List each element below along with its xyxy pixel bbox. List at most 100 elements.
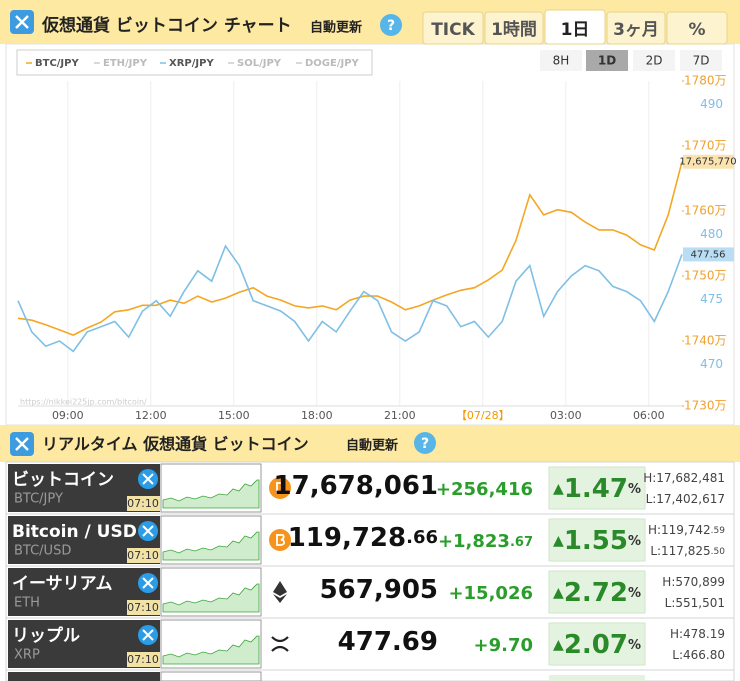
- x-tick-label: 【07/28】: [456, 409, 510, 422]
- range-label: 1D: [598, 54, 616, 68]
- percent-part: %: [628, 534, 641, 549]
- percent-box: [548, 570, 646, 614]
- x-tick-label: 03:00: [550, 409, 582, 422]
- update-time: 07:10: [127, 601, 159, 614]
- coin-name: Bitcoin / USD: [12, 522, 137, 542]
- range-button[interactable]: [540, 50, 582, 71]
- y-tick-label: 1730万: [684, 399, 727, 413]
- high: H:570,899: [662, 575, 725, 589]
- chart-panel: [5, 43, 735, 426]
- help-button[interactable]: [380, 14, 402, 36]
- time-box: [127, 600, 160, 615]
- percent-part: ▲: [553, 481, 564, 497]
- range-label: 8H: [553, 54, 570, 68]
- percent-part: ▲: [553, 533, 564, 549]
- percent-part: 2.07: [564, 630, 628, 660]
- y-tick-label: 1740万: [684, 334, 727, 348]
- y2-tick-label: 475: [700, 292, 723, 306]
- high-part: H:119,742: [648, 523, 711, 537]
- high-part: H:478.19: [670, 627, 725, 641]
- high-part: .59: [711, 526, 726, 536]
- legend-label[interactable]: SOL/JPY: [237, 58, 282, 69]
- legend-label[interactable]: ETH/JPY: [103, 58, 148, 69]
- ticker-row[interactable]: リップル XRP 07:10 477.69 +9.70 ▲2.07% H:478.19 L:4…: [5, 617, 735, 671]
- x-tick-label: 15:00: [218, 409, 250, 422]
- change-part: +15,026: [448, 583, 533, 604]
- ticker-row[interactable]: イーサリアム ETH 07:10 567,905 +15,026 ▲2.72% H:570,…: [5, 565, 735, 619]
- x-logo-mark: [15, 437, 29, 451]
- x-tick-label: 06:00: [633, 409, 665, 422]
- high: H:17,682,481: [643, 471, 725, 485]
- x-tick-label: 09:00: [52, 409, 84, 422]
- low-part: L:17,402,617: [646, 492, 725, 506]
- coin-symbol: XRP: [14, 648, 40, 663]
- high: H:119,742.59: [648, 523, 725, 537]
- change: +9.70: [474, 635, 534, 656]
- change: +15,026: [448, 583, 533, 604]
- tab[interactable]: [666, 11, 728, 45]
- range-button[interactable]: [586, 50, 628, 71]
- percent-part: %: [628, 482, 641, 497]
- chart: 09:00 12:00 15:00 18:00 21:00 【07/28】 03:00 06:…: [17, 74, 737, 422]
- ticker-row[interactable]: Bitcoin / USD BTC/USD 07:10 119,728.66 +1,82…: [5, 513, 735, 567]
- change-part: +9.70: [474, 635, 534, 656]
- help-button[interactable]: [414, 432, 436, 454]
- series-line: [17, 244, 683, 353]
- name-cell: [8, 672, 160, 681]
- tab-label: 1日: [561, 20, 590, 40]
- legend-label[interactable]: BTC/JPY: [35, 58, 79, 69]
- price: 17,678,061: [274, 471, 438, 501]
- coin-icon-mark: [276, 482, 286, 494]
- price: 567,905: [320, 575, 438, 605]
- low-part: L:466.80: [672, 648, 725, 662]
- tab[interactable]: [484, 11, 544, 45]
- low: L:551,501: [665, 596, 725, 610]
- high: H:478.19: [670, 627, 725, 641]
- low-part: L:117,825: [650, 544, 710, 558]
- legend-label[interactable]: DOGE/JPY: [305, 58, 360, 69]
- percent-box: [548, 466, 646, 510]
- realtime-title: リアルタイム 仮想通貨 ビットコイン: [42, 435, 309, 454]
- range-button[interactable]: [633, 50, 675, 71]
- update-time: 07:10: [127, 653, 159, 666]
- low: L:466.80: [672, 648, 725, 662]
- tab[interactable]: [422, 11, 484, 45]
- coin-symbol: BTC/USD: [14, 544, 71, 559]
- x-logo-mark: [15, 15, 29, 29]
- page-title: 仮想通貨 ビットコイン チャート: [41, 15, 292, 36]
- price-part: 567,905: [320, 575, 438, 605]
- tab-label: 1時間: [491, 19, 537, 40]
- percent-part: ▲: [553, 637, 564, 653]
- x-tick-label: 12:00: [135, 409, 167, 422]
- percent-box: [549, 675, 645, 681]
- series-line: [17, 161, 683, 336]
- price-part: 477.69: [338, 627, 438, 657]
- update-time: 07:10: [127, 549, 159, 562]
- x-tick-label: 21:00: [384, 409, 416, 422]
- legend-label[interactable]: XRP/JPY: [169, 58, 214, 69]
- tab-label: %: [688, 20, 705, 40]
- change: +256,416: [436, 479, 533, 500]
- percent: ▲1.55%: [553, 526, 641, 556]
- tab[interactable]: [606, 11, 666, 45]
- range-button[interactable]: [680, 50, 722, 71]
- sparkline-box: [160, 671, 262, 681]
- row-bg: [5, 669, 735, 681]
- x-share-mark: [142, 629, 154, 641]
- percent: ▲2.72%: [553, 578, 641, 608]
- coin-icon-mark: [276, 534, 286, 546]
- x-share-mark: [142, 473, 154, 485]
- y-tick-label: 1780万: [684, 74, 727, 88]
- y2-tick-label: 470: [700, 357, 723, 371]
- x-share-mark: [142, 525, 154, 537]
- low-part: L:551,501: [665, 596, 725, 610]
- tab-label: TICK: [431, 20, 475, 40]
- ticker-row[interactable]: ビットコイン BTC/JPY 07:10 17,678,061+256,416 ▲1.4…: [5, 461, 735, 515]
- percent-box: [548, 518, 646, 562]
- time-box: [127, 652, 160, 667]
- tab[interactable]: [544, 9, 606, 45]
- y-tick-label: 1750万: [684, 269, 727, 283]
- coin-symbol: ETH: [14, 596, 40, 611]
- last-value-label: 17,675,770: [679, 157, 736, 168]
